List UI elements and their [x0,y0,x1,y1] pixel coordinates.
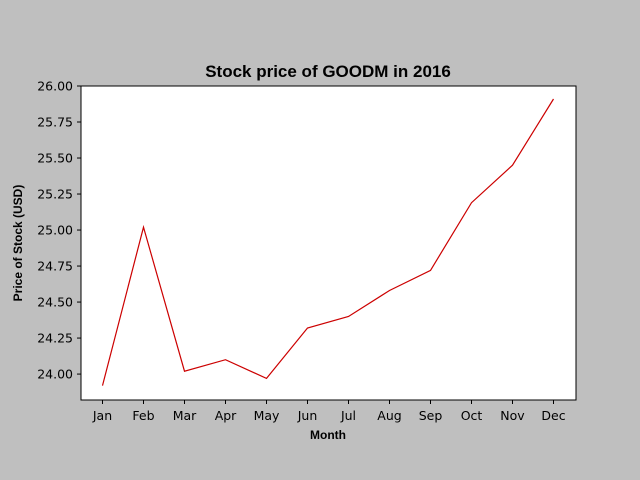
y-tick-label: 24.75 [37,259,73,274]
x-tick-label: Mar [173,408,197,423]
x-tick-label: Jul [340,408,356,423]
chart-title: Stock price of GOODM in 2016 [205,62,451,81]
y-tick-label: 24.50 [37,295,73,310]
y-tick-label: 24.00 [37,367,73,382]
y-tick-label: 25.50 [37,151,73,166]
y-tick-label: 26.00 [37,79,73,94]
x-tick-label: Apr [215,408,237,423]
plot-area [81,86,576,400]
plot-frame [80,85,577,401]
x-tick-label: Jan [92,408,112,423]
y-tick-label: 25.00 [37,223,73,238]
x-tick-label: Feb [132,408,154,423]
y-tick-label: 25.25 [37,187,73,202]
y-axis-label: Price of Stock (USD) [11,185,25,302]
x-tick-label: Jun [297,408,318,423]
price-series-line [101,98,555,386]
y-tick-label: 25.75 [37,115,73,130]
x-tick-label: Dec [541,408,565,423]
x-tick-label: Sep [419,408,443,423]
x-tick-label: Aug [377,408,401,423]
x-axis: Jan Feb Mar Apr May Jun Jul Aug Sep Oct Nov Dec [92,400,566,423]
x-axis-label: Month [310,428,346,442]
y-tick-label: 24.25 [37,331,73,346]
x-tick-label: Nov [500,408,525,423]
x-tick-label: Oct [461,408,483,423]
y-axis: 24.00 24.25 24.50 24.75 25.00 25.25 25.50 25.75… [37,79,81,382]
x-tick-label: May [254,408,280,423]
